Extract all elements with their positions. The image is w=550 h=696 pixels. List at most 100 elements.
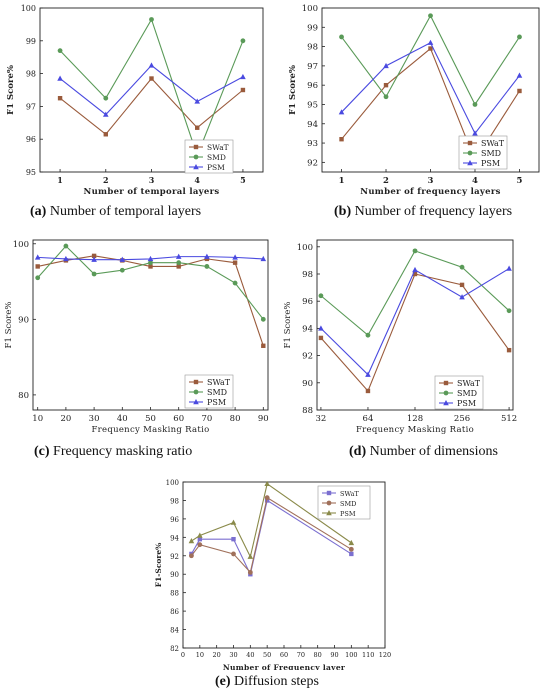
series-line-smd (341, 14, 520, 106)
x-tick-label: 3 (149, 175, 155, 185)
caption-letter: (e) (215, 674, 231, 689)
caption-text: Number of dimensions (366, 444, 498, 459)
legend-marker (326, 510, 332, 516)
data-point-swat (149, 76, 154, 81)
y-tick-label: 99 (307, 23, 318, 33)
caption-letter: (d) (349, 444, 367, 459)
y-tick-label: 90 (302, 379, 313, 389)
y-tick-label: 95 (26, 168, 36, 177)
data-point-smd (176, 260, 182, 266)
y-tick-label: 98 (307, 43, 318, 53)
data-point-psm (427, 39, 434, 45)
chart-dimensions: 88 90 92 94 96 98 100 32 64 128 256 512 Frequency Ma… (283, 239, 517, 435)
data-point-smd (428, 13, 433, 19)
y-tick-label: 88 (170, 590, 179, 598)
x-tick-label: 50 (145, 414, 156, 424)
data-point-psm (230, 519, 237, 525)
x-tick-label: 256 (454, 414, 470, 424)
legend-marker (443, 390, 449, 396)
data-point-psm (102, 111, 109, 117)
x-tick-label: 70 (201, 414, 212, 424)
data-point-swat (365, 388, 371, 394)
data-point-psm (197, 532, 203, 538)
data-point-swat (35, 264, 40, 269)
legend-label-swat: SWaT (340, 490, 359, 498)
data-point-swat (383, 82, 389, 88)
legend-marker (193, 399, 199, 405)
data-point-psm (147, 255, 154, 262)
data-point-smd (240, 38, 246, 44)
data-point-smd (119, 267, 125, 273)
y-tick-label: 90 (170, 571, 179, 579)
y-axis-title: F1 Score% (288, 65, 298, 115)
series-line-swat (37, 255, 264, 346)
x-tick-label: 20 (60, 414, 71, 424)
data-point-smd (517, 34, 522, 40)
y-tick-label: 99 (26, 37, 36, 46)
data-point-psm (194, 98, 201, 104)
y-tick-label: 86 (170, 608, 179, 616)
y-tick-label: 100 (13, 240, 29, 250)
y-axis-title: F1 Score% (283, 302, 293, 349)
chart-frequency-layers: 92 93 94 95 96 97 98 99 100 1 2 3 4 5 Number of freque… (288, 4, 540, 197)
y-tick-label: 100 (302, 4, 318, 14)
data-point-smd (459, 264, 465, 270)
plot-area: 88 90 92 94 96 98 100 32 64 128 256 512 Frequency Ma… (283, 239, 517, 435)
data-point-smd (260, 316, 266, 322)
x-tick-label: 5 (240, 175, 246, 185)
legend-label-smd: SMD (207, 153, 226, 162)
y-tick-label: 94 (307, 120, 318, 130)
x-tick-label: 512 (501, 414, 517, 424)
data-point-psm (338, 109, 345, 115)
data-point-psm (188, 538, 195, 544)
plot-frame (316, 239, 514, 411)
data-point-psm (264, 480, 270, 487)
x-tick-label: 1 (57, 175, 63, 185)
data-point-smd (318, 293, 324, 299)
chart-diffusion-steps: 82 84 86 88 90 92 94 96 98 100 0 10 20 30 40 50 60 70 80 90… (154, 479, 391, 672)
data-point-psm (175, 253, 182, 259)
legend-label-swat: SWaT (207, 378, 231, 387)
data-point-swat (148, 264, 153, 269)
data-point-psm (472, 130, 478, 136)
data-point-smd (247, 569, 253, 575)
data-point-smd (103, 95, 109, 101)
x-tick-label: 1 (339, 176, 345, 186)
y-axis-title: F1-Score% (154, 543, 163, 588)
data-point-smd (472, 102, 478, 107)
legend-marker (193, 389, 199, 395)
y-tick-label: 92 (302, 352, 313, 362)
chart-panel-e: 82 84 86 88 90 92 94 96 98 100 0 10 20 30 40 50 60 70 80 90… (150, 476, 400, 672)
data-point-psm (63, 255, 69, 262)
y-tick-label: 98 (302, 270, 313, 280)
data-point-smd (264, 495, 270, 501)
data-point-psm (247, 553, 254, 559)
data-point-swat (412, 271, 418, 277)
data-point-psm (204, 253, 210, 259)
chart-panel-d: 88 90 92 94 96 98 100 32 64 128 256 512 Frequency Ma… (275, 232, 550, 442)
x-tick-label: 60 (173, 414, 184, 424)
legend-label-swat: SWaT (457, 379, 481, 388)
data-point-swat (349, 551, 354, 557)
x-tick-label: 2 (103, 175, 109, 185)
data-point-swat (318, 335, 324, 341)
legend: SWaT SMD PSM (317, 485, 371, 520)
data-point-swat (506, 347, 512, 353)
data-point-smd (348, 546, 354, 552)
y-tick-label: 94 (302, 324, 313, 334)
x-tick-label: 70 (297, 651, 305, 659)
x-tick-label: 10 (196, 651, 204, 659)
x-tick-label: 40 (117, 414, 128, 424)
data-point-psm (260, 255, 267, 262)
y-tick-label: 96 (26, 135, 36, 144)
data-point-psm (318, 325, 324, 331)
y-tick-label: 96 (170, 516, 179, 524)
data-point-swat (57, 96, 63, 101)
x-tick-label: 50 (263, 651, 271, 659)
x-tick-label: 90 (258, 414, 269, 424)
data-point-smd (204, 264, 210, 269)
data-point-psm (119, 256, 126, 262)
x-tick-label: 100 (345, 651, 357, 659)
y-tick-label: 96 (307, 81, 318, 91)
data-point-swat (261, 343, 266, 348)
